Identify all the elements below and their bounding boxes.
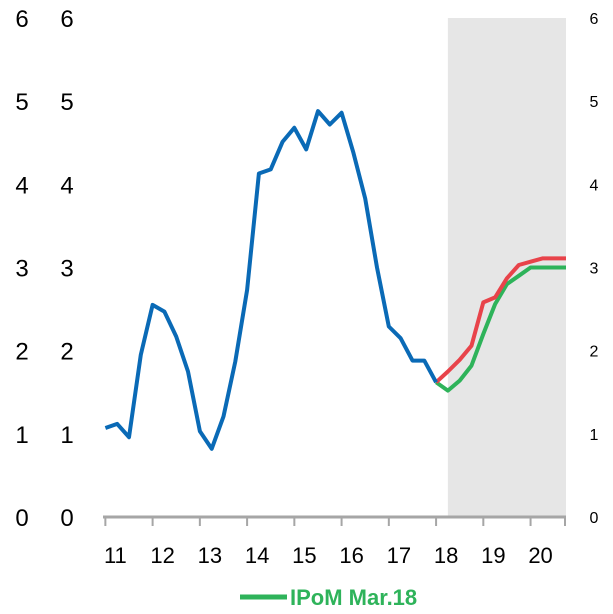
y-tick-label-inner: 1 [60,422,73,449]
x-tick-label: 11 [104,543,127,568]
y-tick-label-outer: 5 [15,89,28,116]
y-tick-label-inner: 2 [60,339,73,366]
legend-label: IPoM Mar.18 [290,585,417,610]
y-tick-label-outer: 4 [15,172,28,199]
x-tick-label: 18 [434,543,458,568]
y-tick-label-inner: 6 [60,6,73,33]
y-tick-label-right: 1 [590,427,599,444]
y-tick-label-inner: 0 [60,505,73,532]
series-lines [104,109,566,451]
y-tick-label-right: 5 [590,94,599,111]
x-tick-label: 14 [245,543,269,568]
y-tick-label-right: 6 [590,11,599,28]
y-tick-label-inner: 4 [60,172,73,199]
x-tick-label: 15 [292,543,316,568]
y-tick-label-outer: 0 [15,505,28,532]
x-tick-label: 19 [481,543,505,568]
y-tick-label-inner: 3 [60,256,73,283]
y-axis-left-outer: 0 1 2 3 4 5 6 [15,6,28,532]
y-tick-label-outer: 2 [15,339,28,366]
x-tick-label: 13 [198,543,222,568]
x-tick-label: 20 [528,543,552,568]
x-tick-label: 17 [387,543,411,568]
y-tick-label-right: 3 [590,261,599,278]
y-tick-label-right: 2 [590,344,599,361]
y-axis-left-inner: 0 1 2 3 4 5 6 [60,6,73,532]
y-tick-label-outer: 3 [15,256,28,283]
x-axis: 11 12 13 14 15 16 17 18 19 20 [103,515,566,568]
x-tick-label: 12 [150,543,174,568]
y-tick-label-right: 0 [590,510,599,527]
y-tick-label-outer: 6 [15,6,28,33]
y-axis-right: 0 1 2 3 4 5 6 [590,11,599,527]
series-line-ipom-mar-18 [434,265,566,393]
y-tick-label-right: 4 [590,177,599,194]
series-line-projection-red [434,256,566,384]
x-tick-label: 16 [339,543,363,568]
series-line-history [104,109,438,451]
y-tick-label-inner: 5 [60,89,73,116]
legend: IPoM Mar.18 [240,585,417,610]
y-tick-label-outer: 1 [15,422,28,449]
